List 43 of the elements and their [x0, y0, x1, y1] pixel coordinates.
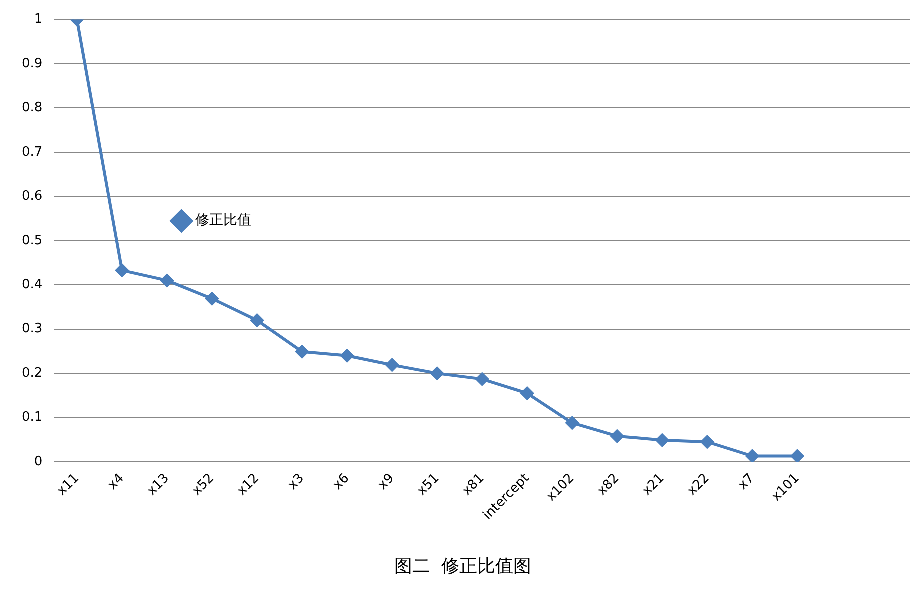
x-tick-label: x12 — [234, 471, 262, 499]
legend-label: 修正比值 — [196, 212, 252, 229]
point — [790, 450, 804, 462]
point — [566, 416, 579, 430]
x-tick-label: x22 — [684, 471, 713, 499]
y-tick-label: 0.9 — [22, 56, 43, 72]
point — [430, 367, 444, 380]
y-tick-label: 0.8 — [22, 100, 43, 116]
x-tick-label: x81 — [460, 471, 488, 499]
point — [476, 372, 489, 386]
x-tick-label: x52 — [190, 471, 218, 499]
point — [520, 386, 534, 400]
y-tick-label: 0.5 — [22, 233, 43, 248]
x-tick-label: x7 — [736, 471, 758, 494]
y-tick-label: 0.4 — [22, 277, 43, 292]
point — [340, 349, 354, 362]
point — [116, 264, 129, 278]
x-tick-label: x82 — [594, 471, 623, 499]
point — [610, 430, 624, 443]
x-tick-label: x9 — [376, 471, 398, 494]
x-tick-label: x51 — [414, 471, 443, 499]
point — [700, 436, 714, 449]
point — [386, 358, 399, 372]
text: 图二 修正比值图 — [394, 556, 532, 577]
y-tick-label: 0.6 — [22, 189, 43, 204]
y-tick-label: 1 — [34, 12, 43, 28]
x-tick-label: x6 — [330, 471, 352, 494]
point — [206, 292, 219, 306]
y-tick-label: 0.2 — [22, 366, 43, 381]
point — [746, 450, 759, 462]
point — [656, 434, 669, 447]
point — [160, 274, 174, 288]
y-tick-label: 0.1 — [22, 410, 43, 426]
x-tick-label: x11 — [54, 471, 82, 499]
x-tick-label: x13 — [144, 471, 172, 499]
y-tick-label: 0.7 — [22, 144, 43, 160]
point — [250, 314, 264, 327]
point — [296, 345, 309, 358]
x-tick-label: x4 — [106, 471, 128, 494]
x-tick-label: x21 — [640, 471, 668, 499]
y-tick-label: 0 — [34, 454, 43, 470]
y-tick-label: 0.3 — [22, 322, 43, 337]
x-tick-label: x3 — [286, 471, 308, 494]
